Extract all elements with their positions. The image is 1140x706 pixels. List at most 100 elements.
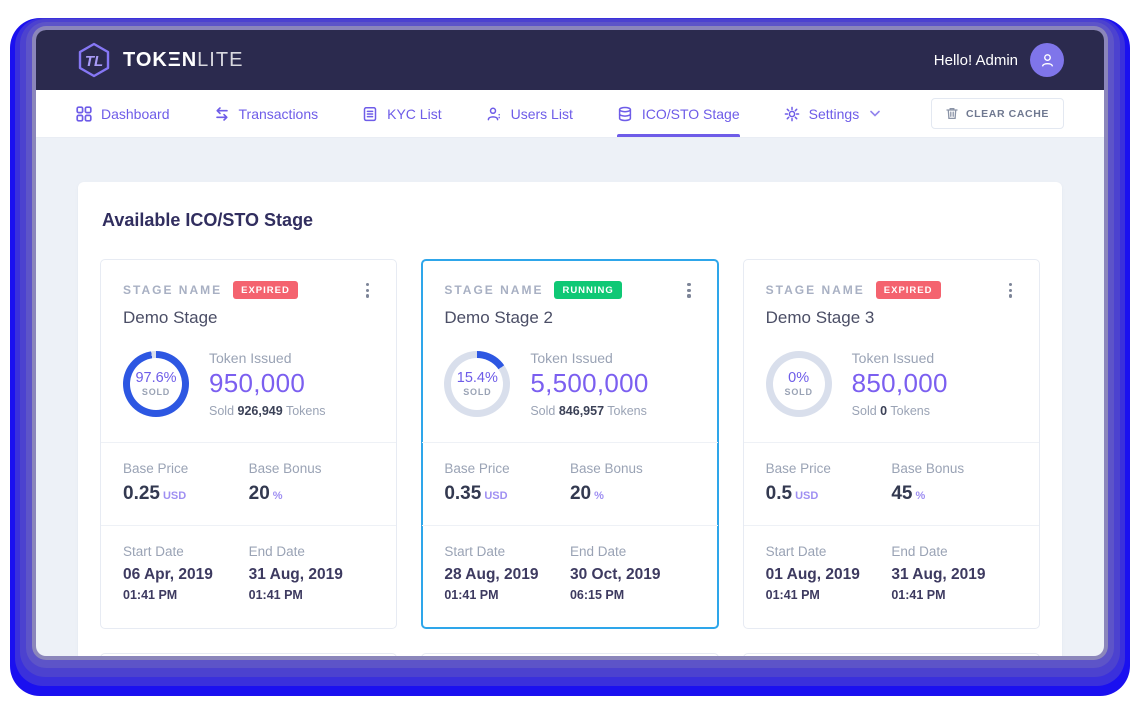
price-bonus-row: Base Price 0.35 USD Base Bonus 20%	[422, 441, 718, 525]
grid-icon	[76, 105, 92, 122]
stage-card-partial[interactable]	[100, 652, 398, 656]
sold-summary: 15.4% SOLD Token Issued 5,500,000 Sold 8…	[444, 350, 695, 442]
nav-item-transactions[interactable]: Transactions	[214, 90, 318, 137]
gear-icon	[784, 106, 799, 121]
kebab-menu-icon[interactable]	[361, 280, 374, 301]
stages-panel: Available ICO/STO Stage STAGE NAME EXPIR…	[78, 182, 1062, 656]
stage-card[interactable]: STAGE NAME EXPIRED Demo Stage 3 0% SOLD …	[742, 259, 1040, 629]
stage-card-partial[interactable]	[421, 652, 719, 656]
sold-caption: SOLD	[784, 387, 813, 398]
base-bonus-value: 20%	[570, 483, 696, 505]
base-price-label: Base Price	[123, 460, 189, 476]
base-bonus-number: 45	[891, 482, 913, 504]
price-bonus-row: Base Price 0.25 USD Base Bonus 20%	[101, 441, 397, 525]
end-date-label: End Date	[248, 543, 305, 559]
sold-prefix: Sold	[209, 403, 235, 418]
nav-label: KYC List	[387, 105, 442, 122]
end-time-value: 01:41 PM	[248, 587, 303, 602]
sold-tokens-line: Sold 0 Tokens	[852, 404, 948, 418]
base-bonus-value: 20%	[249, 483, 375, 505]
main-nav: Dashboard Transactions KYC List	[36, 90, 1104, 138]
token-issued-value: 850,000	[851, 367, 948, 398]
status-badge: RUNNING	[554, 281, 622, 300]
donut-chart: 15.4% SOLD	[444, 350, 511, 417]
sold-summary: 97.6% SOLD Token Issued 950,000 Sold 926…	[123, 350, 374, 442]
end-time-value: 06:15 PM	[569, 587, 625, 602]
base-bonus-label: Base Bonus	[248, 460, 322, 476]
kebab-menu-icon[interactable]	[1004, 280, 1017, 301]
user-icon	[487, 107, 500, 120]
percent-unit: %	[915, 489, 926, 502]
base-bonus-label: Base Bonus	[569, 460, 643, 476]
nav-item-kyc-list[interactable]: KYC List	[362, 90, 442, 137]
sold-tokens-line: Sold 926,949 Tokens	[209, 404, 326, 418]
donut-chart: 97.6% SOLD	[123, 350, 189, 417]
nav-item-dashboard[interactable]: Dashboard	[76, 90, 170, 137]
percent-unit: %	[594, 489, 604, 502]
stage-cards: STAGE NAME EXPIRED Demo Stage 97.6% SOLD…	[100, 259, 1040, 629]
top-header: TL TOKΞNLITE Hello! Admin	[36, 30, 1104, 90]
tokens-suffix: Tokens	[890, 403, 930, 418]
base-price-label: Base Price	[765, 460, 831, 476]
clipboard-icon	[363, 106, 377, 121]
start-date-label: Start Date	[444, 543, 506, 559]
tokenlite-logo-icon: TL	[78, 42, 110, 78]
clear-cache-button[interactable]: CLEAR CACHE	[930, 98, 1064, 129]
dates-row: Start Date 28 Aug, 2019 01:41 PM End Dat…	[422, 524, 718, 622]
kebab-menu-icon[interactable]	[682, 280, 695, 301]
nav-item-users-list[interactable]: Users List	[486, 90, 573, 137]
base-price-value: 0.5 USD	[766, 483, 892, 505]
sold-tokens-value: 0	[880, 403, 888, 418]
token-issued-value: 950,000	[209, 367, 306, 398]
percent-unit: %	[272, 489, 283, 502]
nav-label: ICO/STO Stage	[641, 105, 740, 122]
stage-name-label: STAGE NAME	[765, 283, 865, 298]
base-bonus-label: Base Bonus	[891, 460, 965, 476]
brand-logo[interactable]: TL TOKΞNLITE	[76, 42, 243, 78]
user-avatar[interactable]	[1030, 43, 1064, 77]
content-area: Available ICO/STO Stage STAGE NAME EXPIR…	[36, 138, 1104, 656]
start-date-value: 28 Aug, 2019	[444, 565, 539, 583]
base-bonus-value: 45%	[891, 483, 1017, 505]
base-bonus-number: 20	[569, 482, 592, 504]
sold-tokens-line: Sold 846,957 Tokens	[530, 404, 648, 418]
sold-percent: 97.6%	[135, 370, 177, 387]
stage-card[interactable]: STAGE NAME RUNNING Demo Stage 2 15.4% SO…	[421, 259, 719, 629]
base-price-label: Base Price	[444, 460, 510, 476]
start-date-value: 01 Aug, 2019	[765, 565, 860, 583]
stage-card[interactable]: STAGE NAME EXPIRED Demo Stage 97.6% SOLD…	[100, 259, 398, 629]
start-time-value: 01:41 PM	[765, 587, 820, 602]
sold-caption: SOLD	[463, 387, 492, 398]
start-date-label: Start Date	[123, 543, 184, 559]
stage-card-partial[interactable]	[742, 652, 1040, 656]
sold-percent: 0%	[788, 370, 810, 387]
token-issued-label: Token Issued	[209, 349, 292, 366]
token-issued-label: Token Issued	[530, 349, 613, 366]
sold-tokens-value: 926,949	[237, 403, 283, 418]
trash-icon	[946, 107, 958, 120]
start-date-value: 06 Apr, 2019	[123, 565, 213, 583]
sold-summary: 0% SOLD Token Issued 850,000 Sold 0 Toke…	[765, 350, 1017, 442]
dates-row: Start Date 06 Apr, 2019 01:41 PM End Dat…	[101, 524, 397, 622]
nav-label: Settings	[808, 105, 860, 122]
greeting-text: Hello! Admin	[933, 51, 1018, 69]
end-date-label: End Date	[569, 543, 627, 559]
base-price-value: 0.35 USD	[444, 483, 570, 505]
usd-unit: USD	[162, 489, 187, 502]
nav-label: Users List	[510, 105, 573, 122]
stage-name: Demo Stage	[123, 307, 218, 327]
svg-text:TL: TL	[85, 53, 103, 70]
clear-cache-label: CLEAR CACHE	[965, 107, 1049, 120]
brand-wordmark: TOKΞNLITE	[123, 49, 243, 72]
stage-name: Demo Stage 3	[765, 307, 875, 327]
status-badge: EXPIRED	[233, 281, 298, 300]
swap-arrows-icon	[215, 106, 228, 121]
end-date-value: 31 Aug, 2019	[891, 565, 986, 583]
person-icon	[1041, 53, 1053, 67]
brand-wordmark-bold: TOKΞN	[123, 48, 198, 71]
base-price-number: 0.25	[123, 482, 160, 504]
nav-item-ico-sto-stage[interactable]: ICO/STO Stage	[616, 90, 740, 137]
nav-item-settings[interactable]: Settings	[784, 90, 881, 137]
start-time-value: 01:41 PM	[444, 587, 499, 602]
tokens-suffix: Tokens	[607, 403, 647, 418]
